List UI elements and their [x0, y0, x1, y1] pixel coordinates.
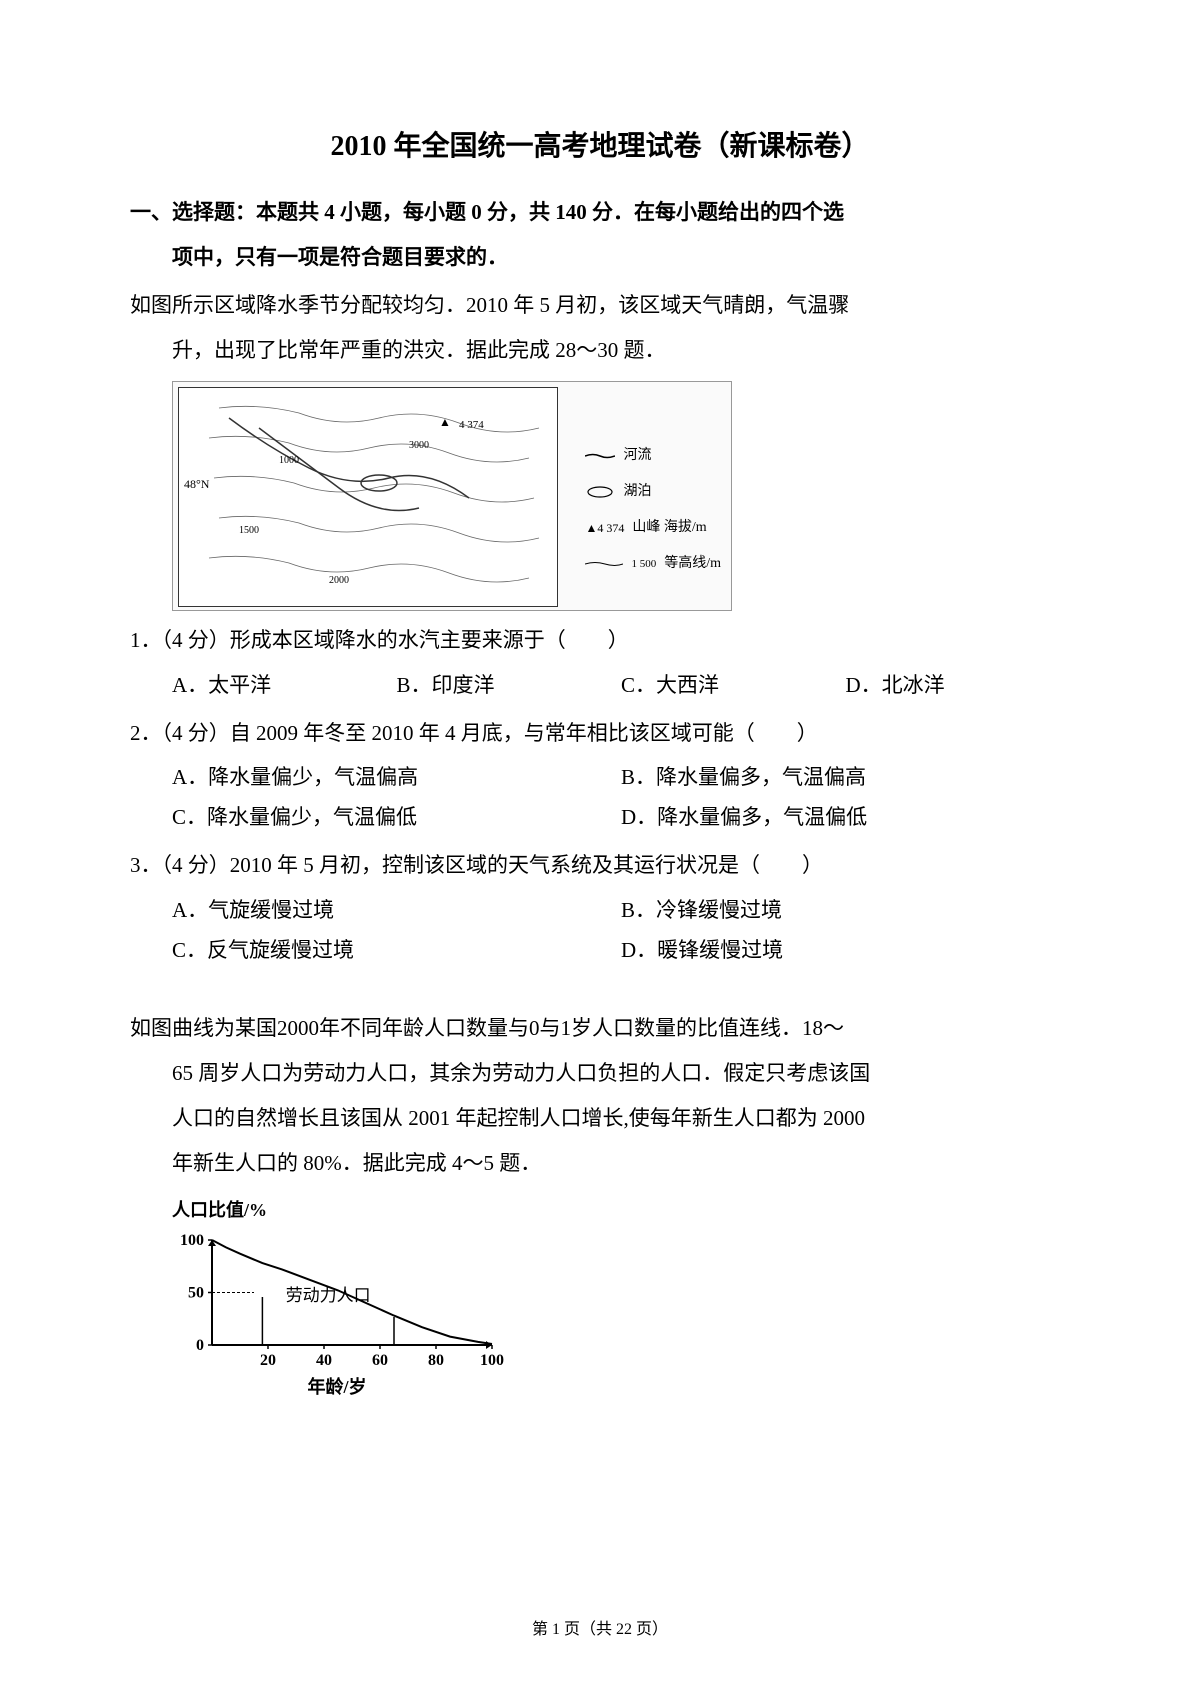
page-footer: 第 1 页（共 22 页）	[130, 1615, 1070, 1645]
svg-text:80: 80	[428, 1352, 444, 1369]
passage1-line2: 升，出现了比常年严重的洪灾．据此完成 28～30 题．	[130, 331, 1070, 371]
river-2	[259, 428, 419, 511]
q1-option-c[interactable]: C．大西洋	[621, 666, 846, 706]
lat-label: 48°N	[184, 477, 210, 491]
svg-text:60: 60	[372, 1352, 388, 1369]
svg-text:50: 50	[188, 1284, 204, 1301]
contour-label-1: 1500	[239, 525, 259, 536]
svg-text:0: 0	[196, 1337, 204, 1354]
river-1	[229, 418, 469, 498]
q2-option-c[interactable]: C．降水量偏少，气温偏低	[172, 798, 621, 838]
passage2-line2: 65 周岁人口为劳动力人口，其余为劳动力人口负担的人口．假定只考虑该国	[130, 1054, 1070, 1094]
map-svg: 48°N 4 374 ▲ 1500 2000 3000 1000	[179, 388, 557, 606]
q1-option-d[interactable]: D．北冰洋	[846, 666, 1071, 706]
legend-contour: 1 500 等高线/m	[585, 550, 721, 578]
passage2-line4: 年新生人口的 80%．据此完成 4～5 题．	[130, 1144, 1070, 1184]
svg-text:100: 100	[180, 1232, 204, 1249]
contour-label-4: 1000	[279, 455, 299, 466]
svg-text:100: 100	[480, 1352, 504, 1369]
q3-option-d[interactable]: D．暖锋缓慢过境	[621, 931, 1070, 971]
svg-text:40: 40	[316, 1352, 332, 1369]
q2-stem: 2．（4 分）自 2009 年冬至 2010 年 4 月底，与常年相比该区域可能…	[130, 714, 1070, 754]
peak-triangle: ▲	[439, 415, 451, 429]
q1-option-a[interactable]: A．太平洋	[172, 666, 397, 706]
contour-label-2: 2000	[329, 575, 349, 586]
section-header-line2: 项中，只有一项是符合题目要求的．	[130, 238, 1070, 278]
map-legend: 河流 湖泊 ▲4 374 山峰 海拔/m 1 500 等高线/m	[585, 442, 721, 586]
contour-2	[209, 436, 529, 462]
legend-peak: ▲4 374 山峰 海拔/m	[585, 514, 721, 542]
chart-svg: 0 50 100 20 40 60 80 100 劳动力人口	[172, 1230, 532, 1375]
q3-option-b[interactable]: B．冷锋缓慢过境	[621, 891, 1070, 931]
q2-option-b[interactable]: B．降水量偏多，气温偏高	[621, 758, 1070, 798]
passage2-line3: 人口的自然增长且该国从 2001 年起控制人口增长,使每年新生人口都为 2000	[130, 1099, 1070, 1139]
section-header-line1: 一、选择题：本题共 4 小题，每小题 0 分，共 140 分．在每小题给出的四个…	[130, 193, 1070, 233]
legend-river-label: 河流	[623, 442, 651, 470]
legend-lake: 湖泊	[585, 478, 721, 506]
passage1-line1: 如图所示区域降水季节分配较均匀．2010 年 5 月初，该区域天气晴朗，气温骤	[130, 286, 1070, 326]
svg-text:劳动力人口: 劳动力人口	[286, 1286, 371, 1305]
legend-contour-label: 等高线/m	[664, 550, 721, 578]
exam-title: 2010 年全国统一高考地理试卷（新课标卷）	[130, 120, 1070, 173]
lake-shape	[361, 475, 397, 491]
passage2-line1: 如图曲线为某国2000年不同年龄人口数量与0与1岁人口数量的比值连线．18～	[130, 1009, 1070, 1049]
svg-text:20: 20	[260, 1352, 276, 1369]
chart-xlabel: 年龄/岁	[172, 1370, 502, 1404]
contour-4	[219, 516, 539, 542]
q1-option-b[interactable]: B．印度洋	[397, 666, 622, 706]
contour-1	[219, 406, 539, 432]
legend-peak-label: 山峰 海拔/m	[632, 514, 706, 542]
map-figure: 48°N 4 374 ▲ 1500 2000 3000 1000 河流 湖泊 ▲	[172, 381, 732, 611]
q2-option-d[interactable]: D．降水量偏多，气温偏低	[621, 798, 1070, 838]
map-main-area: 48°N 4 374 ▲ 1500 2000 3000 1000	[178, 387, 558, 607]
peak-label: 4 374	[459, 419, 484, 431]
q1-options: A．太平洋 B．印度洋 C．大西洋 D．北冰洋	[130, 666, 1070, 706]
q2-option-a[interactable]: A．降水量偏少，气温偏高	[172, 758, 621, 798]
q3-option-a[interactable]: A．气旋缓慢过境	[172, 891, 621, 931]
contour-5	[209, 556, 529, 582]
legend-lake-label: 湖泊	[623, 478, 651, 506]
q2-options: A．降水量偏少，气温偏高 B．降水量偏多，气温偏高 C．降水量偏少，气温偏低 D…	[130, 758, 1070, 838]
population-chart: 人口比值/% 0 50 100 20 40 60 80 100 劳动力人口 年龄/岁	[172, 1193, 1070, 1403]
q3-options: A．气旋缓慢过境 B．冷锋缓慢过境 C．反气旋缓慢过境 D．暖锋缓慢过境	[130, 891, 1070, 971]
legend-river: 河流	[585, 442, 721, 470]
q1-stem: 1．（4 分）形成本区域降水的水汽主要来源于（ ）	[130, 621, 1070, 661]
q3-stem: 3．（4 分）2010 年 5 月初，控制该区域的天气系统及其运行状况是（ ）	[130, 846, 1070, 886]
q3-option-c[interactable]: C．反气旋缓慢过境	[172, 931, 621, 971]
chart-ylabel: 人口比值/%	[172, 1193, 1070, 1227]
contour-label-3: 3000	[409, 440, 429, 451]
